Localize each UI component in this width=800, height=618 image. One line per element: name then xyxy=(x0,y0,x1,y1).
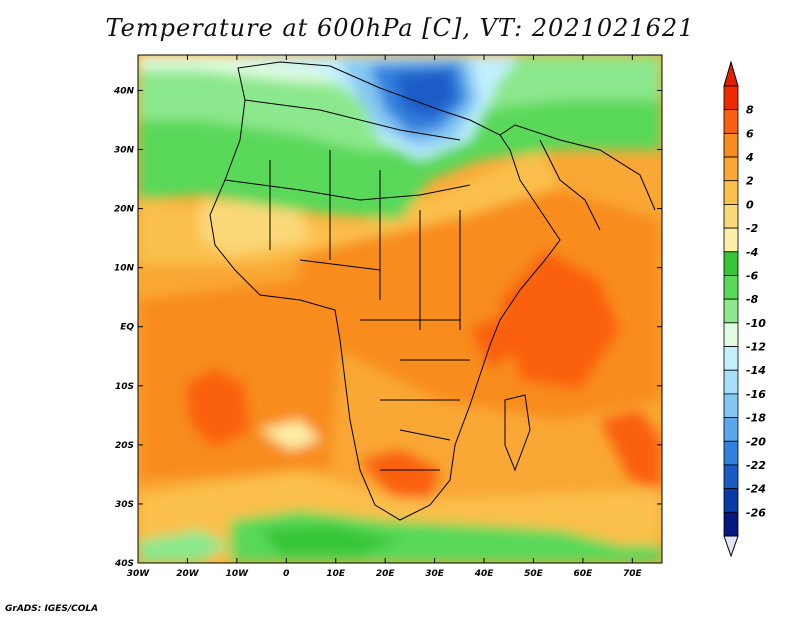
lon-tick-label: 0 xyxy=(283,569,289,579)
lat-tick-label: 20S xyxy=(115,441,134,451)
lat-tick-label: 20N xyxy=(114,205,135,215)
colorbar-label: 2 xyxy=(746,175,754,188)
map-title: Temperature at 600hPa [C], VT: 202102162… xyxy=(105,14,695,42)
colorbar-label: 4 xyxy=(745,151,754,164)
colorbar-label: -2 xyxy=(746,222,759,235)
lon-tick-label: 20W xyxy=(176,569,200,579)
lat-tick-label: 30S xyxy=(115,500,134,510)
plot-frame xyxy=(137,54,663,564)
colorbar-top-arrow xyxy=(723,60,739,87)
lon-tick-label: 40E xyxy=(474,569,495,579)
colorbar-label: -26 xyxy=(746,506,766,519)
colorbar-label: 6 xyxy=(746,127,754,140)
colorbar-swatch xyxy=(723,275,739,300)
lon-tick-label: 10E xyxy=(326,569,346,579)
colorbar-label: -14 xyxy=(746,364,766,377)
colorbar-swatch xyxy=(723,227,739,253)
colorbar-swatch xyxy=(723,417,739,442)
colorbar-swatch xyxy=(723,132,739,158)
colorbar-label: -10 xyxy=(746,317,766,330)
longitude-axis: 30W 20W 10W 0 10E 20E 30E 40E 50E 60E 70E xyxy=(127,55,643,579)
colorbar-swatch xyxy=(723,464,739,490)
temperature-field xyxy=(138,55,662,563)
lat-tick-label: 30N xyxy=(114,146,135,156)
lon-tick-label: 30E xyxy=(425,569,445,579)
colorbar-swatch xyxy=(723,322,739,347)
colorbar: 8 6 4 2 0 -2 -4 -6 -8 -10 -12 -14 -16 -18 -20 -22 -24 -26 xyxy=(723,60,766,558)
colorbar-label: -8 xyxy=(746,293,759,306)
colorbar-swatch xyxy=(723,369,739,395)
colorbar-swatch xyxy=(723,346,739,371)
lon-tick-label: 30W xyxy=(127,569,151,579)
colorbar-swatch xyxy=(723,180,739,205)
colorbar-swatch xyxy=(723,511,739,537)
colorbar-swatch xyxy=(723,85,739,111)
lon-tick-label: 70E xyxy=(623,569,643,579)
colorbar-swatch xyxy=(723,440,739,466)
lat-tick-label: 10S xyxy=(115,382,134,392)
colorbar-label: -4 xyxy=(746,246,758,259)
lon-tick-label: 60E xyxy=(574,569,594,579)
lat-tick-label: 40N xyxy=(113,86,135,96)
colorbar-swatch xyxy=(723,298,739,324)
colorbar-label: -20 xyxy=(746,435,766,448)
latitude-axis: 40N 30N 20N 10N EQ 10S 20S 30S 40S xyxy=(113,86,662,569)
footer-credit: GrADS: IGES/COLA xyxy=(5,604,99,614)
lat-tick-label: EQ xyxy=(120,323,134,333)
lat-tick-label: 10N xyxy=(114,264,135,274)
lon-tick-label: 20E xyxy=(376,569,396,579)
colorbar-swatch xyxy=(723,393,739,418)
colorbar-swatch xyxy=(723,488,739,513)
coastlines xyxy=(209,61,656,521)
colorbar-swatch xyxy=(723,251,739,276)
colorbar-label: 0 xyxy=(746,198,754,211)
lat-tick-label: 40S xyxy=(114,559,134,569)
colorbar-label: -24 xyxy=(746,483,766,496)
colorbar-bottom-arrow xyxy=(723,535,739,558)
colorbar-label: -6 xyxy=(746,269,759,282)
colorbar-label: -12 xyxy=(746,341,766,354)
colorbar-label: -22 xyxy=(746,459,766,472)
colorbar-label: -18 xyxy=(746,412,766,425)
lon-tick-label: 50E xyxy=(524,569,544,579)
lon-tick-label: 10W xyxy=(226,569,250,579)
colorbar-label: -16 xyxy=(746,388,766,401)
colorbar-swatch xyxy=(723,156,739,182)
colorbar-swatch xyxy=(723,109,739,134)
colorbar-label: 8 xyxy=(746,104,754,117)
colorbar-swatch xyxy=(723,204,739,229)
